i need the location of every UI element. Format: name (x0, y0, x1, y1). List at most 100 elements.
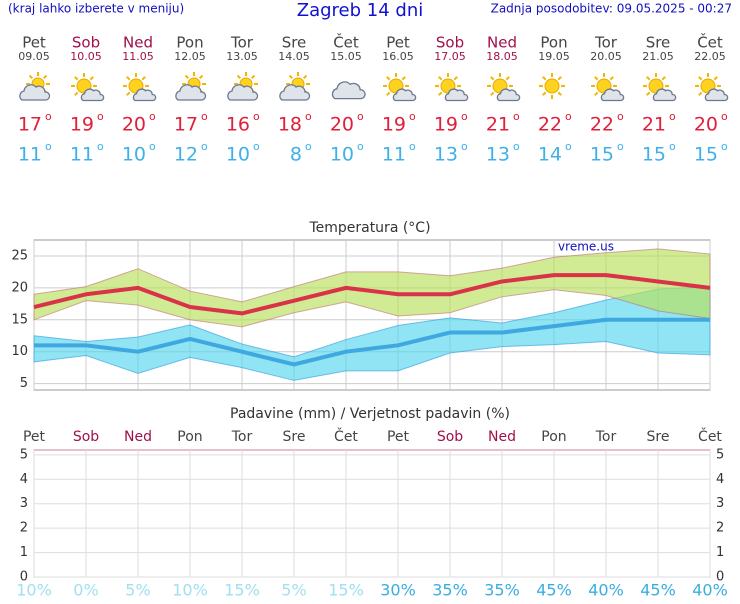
temp-min: 11 (382, 144, 406, 166)
probability-label: 10% (16, 581, 52, 600)
sun-ray (401, 76, 406, 81)
probability-label: 5% (125, 581, 150, 600)
x-tick-label: Pet (387, 429, 410, 445)
cloud (652, 88, 677, 102)
y-tick-label: 5 (20, 376, 28, 391)
degree: o (409, 140, 416, 153)
sun-ray (126, 76, 131, 81)
degree: o (513, 110, 520, 123)
x-tick-label: Ned (124, 429, 152, 445)
cloud (704, 88, 729, 102)
degree: o (409, 110, 416, 123)
temp-max: 21 (486, 114, 510, 136)
day-name: Ned (123, 34, 153, 52)
sun-ray (89, 76, 94, 81)
probability-label: 35% (484, 581, 520, 600)
degree: o (565, 140, 572, 153)
temp-max: 19 (70, 114, 94, 136)
watermark: vreme.us (558, 240, 614, 254)
y-tick-label: 0 (20, 570, 28, 585)
x-tick-label: Ned (488, 429, 516, 445)
day-date: 15.05 (330, 50, 362, 63)
updated: Zadnja posodobitev: 09.05.2025 - 00:27 (491, 2, 732, 16)
degree: o (669, 110, 676, 123)
temp-max: 21 (642, 114, 666, 136)
degree: o (45, 140, 52, 153)
probability-label: 10% (172, 581, 208, 600)
sun-ray (609, 76, 614, 81)
sun-ray (386, 76, 391, 81)
temp-min: 12 (174, 144, 198, 166)
sun-ray (438, 76, 443, 81)
y-tick-label: 5 (20, 447, 28, 462)
day-name: Sob (72, 34, 100, 52)
y-tick-label-right: 5 (716, 447, 724, 462)
temp-min: 11 (18, 144, 42, 166)
day-date: 14.05 (278, 50, 310, 63)
cloud (331, 81, 366, 100)
probability-label: 35% (432, 581, 468, 600)
probability-label: 15% (224, 581, 260, 600)
sun-ray (386, 91, 391, 96)
day-name: Čet (333, 33, 359, 52)
sun-ray (646, 76, 651, 81)
sun-ray (542, 76, 547, 81)
x-tick-label: Čet (698, 427, 722, 445)
cloud (175, 84, 207, 101)
hint: (kraj lahko izberete v meniju) (8, 2, 184, 16)
y-tick-label: 1 (20, 545, 28, 560)
sun-ray (661, 76, 666, 81)
probability-label: 45% (536, 581, 572, 600)
x-tick-label: Pon (541, 429, 566, 445)
day-name: Sre (646, 34, 671, 52)
y-tick-label-right: 3 (716, 496, 724, 511)
day-date: 17.05 (434, 50, 466, 63)
day-name: Ned (487, 34, 517, 52)
degree: o (461, 140, 468, 153)
sun-ray (42, 74, 48, 80)
degree: o (45, 110, 52, 123)
degree: o (201, 140, 208, 153)
temp-min: 8 (290, 144, 302, 166)
degree: o (565, 110, 572, 123)
sun-ray (594, 76, 599, 81)
day-name: Sob (436, 34, 464, 52)
sun-ray (438, 91, 443, 96)
y-tick-label: 25 (11, 248, 28, 263)
x-tick-label: Čet (334, 427, 358, 445)
sun-ray (698, 91, 703, 96)
day-date: 09.05 (18, 50, 50, 63)
temp-min: 15 (642, 144, 666, 166)
degree: o (253, 140, 260, 153)
degree: o (357, 110, 364, 123)
chart-title: Temperatura (°C) (308, 220, 430, 236)
degree: o (617, 110, 624, 123)
probability-label: 45% (640, 581, 676, 600)
degree: o (305, 140, 312, 153)
sun-ray (198, 74, 204, 80)
sun-ray (557, 76, 562, 81)
probability-label: 5% (281, 581, 306, 600)
sun-ray (646, 91, 651, 96)
temp-max: 19 (434, 114, 458, 136)
sun-ray (542, 91, 547, 96)
sun-ray (713, 76, 718, 81)
day-date: 20.05 (590, 50, 622, 63)
temp-max: 22 (590, 114, 614, 136)
degree: o (461, 110, 468, 123)
y-tick-label: 10 (11, 344, 28, 359)
x-tick-label: Pon (177, 429, 202, 445)
sun-ray (126, 91, 131, 96)
day-date: 11.05 (122, 50, 154, 63)
day-name: Čet (697, 33, 723, 52)
x-tick-label: Sre (283, 429, 306, 445)
degree: o (669, 140, 676, 153)
sun-ray (557, 91, 562, 96)
sun-ray (74, 76, 79, 81)
cloud (444, 88, 469, 102)
temp-line (34, 317, 710, 367)
day-date: 22.05 (694, 50, 726, 63)
y-tick-label-right: 4 (716, 472, 724, 487)
